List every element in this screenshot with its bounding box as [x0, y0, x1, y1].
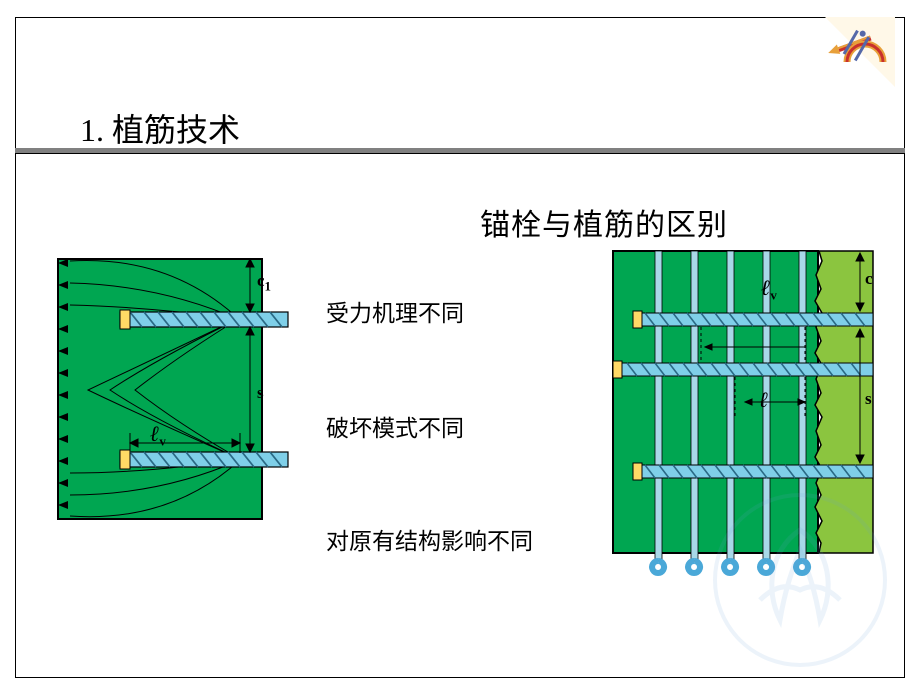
label-c1: c1 [257, 271, 271, 294]
watermark-logo [710, 490, 890, 670]
subtitle: 锚栓与植筋的区别 [480, 200, 728, 244]
title-divider [15, 148, 905, 154]
page-title: 1. 植筋技术 [80, 105, 240, 151]
label-s: s [257, 383, 264, 403]
label-s2: s [865, 389, 872, 409]
bullet-1: 受力机理不同 [326, 294, 464, 328]
label-lv: ℓv [150, 421, 166, 449]
label-c: c [865, 269, 873, 289]
corner-logo [815, 17, 895, 97]
left-diagram: c1 s ℓv [50, 255, 290, 525]
bullet-3: 对原有结构影响不同 [326, 522, 533, 556]
label-l: ℓ [759, 387, 768, 413]
bullet-2: 破坏模式不同 [326, 409, 464, 443]
label-lv2: ℓv [761, 275, 777, 303]
